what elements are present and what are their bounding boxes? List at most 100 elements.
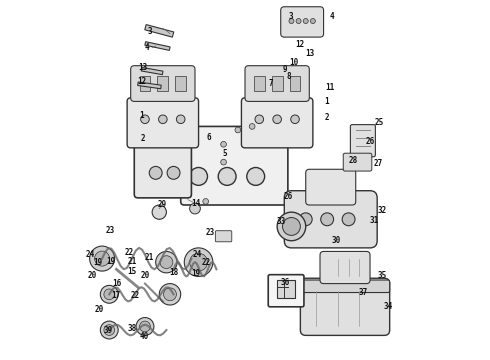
Text: 26: 26	[284, 192, 293, 201]
Text: 35: 35	[377, 271, 387, 280]
Circle shape	[299, 213, 312, 226]
FancyBboxPatch shape	[281, 7, 323, 37]
Bar	[138, 82, 161, 89]
Text: 14: 14	[191, 199, 200, 208]
Circle shape	[190, 253, 207, 271]
Text: 19: 19	[191, 269, 200, 278]
Bar	[272, 76, 283, 91]
Circle shape	[149, 166, 162, 179]
Text: 1: 1	[139, 111, 144, 120]
Text: 27: 27	[373, 159, 383, 168]
Text: 22: 22	[125, 248, 134, 257]
Circle shape	[104, 325, 115, 336]
Circle shape	[247, 167, 265, 185]
Text: 11: 11	[325, 83, 334, 92]
Bar	[141, 67, 163, 75]
FancyBboxPatch shape	[215, 231, 232, 242]
Text: 31: 31	[369, 216, 379, 225]
Text: 38: 38	[128, 324, 137, 333]
Text: 13: 13	[305, 49, 315, 58]
Circle shape	[160, 256, 173, 269]
Text: 19: 19	[93, 258, 102, 267]
Text: 32: 32	[377, 206, 387, 215]
Text: 4: 4	[145, 43, 149, 52]
FancyBboxPatch shape	[284, 191, 377, 248]
Circle shape	[289, 18, 294, 23]
Circle shape	[190, 203, 200, 214]
Text: 12: 12	[295, 40, 305, 49]
Circle shape	[291, 115, 299, 123]
Circle shape	[310, 18, 316, 23]
Text: 24: 24	[192, 250, 201, 259]
Polygon shape	[277, 280, 295, 298]
Circle shape	[249, 123, 255, 129]
Text: 25: 25	[375, 118, 384, 127]
Text: 13: 13	[139, 63, 148, 72]
Text: 30: 30	[331, 236, 341, 245]
Circle shape	[100, 321, 118, 339]
Text: 3: 3	[148, 27, 153, 36]
Circle shape	[100, 285, 118, 303]
FancyBboxPatch shape	[300, 280, 390, 293]
Text: 2: 2	[324, 113, 329, 122]
FancyBboxPatch shape	[350, 125, 375, 157]
FancyBboxPatch shape	[320, 251, 370, 284]
Text: 2: 2	[141, 134, 146, 143]
Text: 21: 21	[145, 253, 154, 262]
FancyBboxPatch shape	[134, 134, 192, 198]
Text: 20: 20	[95, 305, 104, 314]
Text: 39: 39	[104, 326, 113, 335]
Circle shape	[296, 18, 301, 23]
Circle shape	[90, 246, 115, 271]
Circle shape	[152, 205, 167, 219]
Circle shape	[203, 199, 209, 204]
Text: 22: 22	[130, 291, 140, 300]
Circle shape	[273, 115, 281, 123]
Text: 20: 20	[141, 271, 150, 280]
FancyBboxPatch shape	[343, 153, 372, 171]
Text: 10: 10	[289, 58, 298, 67]
Text: 5: 5	[222, 149, 226, 158]
Text: 1: 1	[324, 97, 329, 106]
FancyBboxPatch shape	[300, 278, 390, 336]
Circle shape	[159, 284, 181, 305]
Circle shape	[104, 289, 115, 300]
Circle shape	[277, 212, 306, 241]
Circle shape	[141, 115, 149, 123]
Circle shape	[159, 115, 167, 123]
Bar	[157, 76, 168, 91]
Bar	[145, 42, 170, 50]
Circle shape	[164, 288, 176, 301]
Bar	[140, 76, 150, 91]
Circle shape	[156, 251, 177, 273]
FancyBboxPatch shape	[242, 98, 313, 148]
Text: 8: 8	[286, 72, 291, 81]
Text: 20: 20	[88, 271, 97, 280]
FancyBboxPatch shape	[245, 66, 309, 102]
FancyBboxPatch shape	[306, 169, 356, 205]
FancyBboxPatch shape	[268, 275, 304, 307]
Circle shape	[342, 213, 355, 226]
Text: 23: 23	[205, 228, 215, 237]
Text: 33: 33	[277, 217, 286, 226]
Text: 37: 37	[359, 288, 368, 297]
Text: 4: 4	[329, 12, 334, 21]
Circle shape	[176, 115, 185, 123]
Text: 34: 34	[384, 302, 393, 311]
FancyBboxPatch shape	[127, 98, 198, 148]
FancyBboxPatch shape	[131, 66, 195, 102]
Text: 36: 36	[280, 278, 290, 287]
Circle shape	[140, 321, 150, 332]
Text: 3: 3	[288, 12, 293, 21]
Text: 19: 19	[106, 257, 116, 266]
Text: 17: 17	[111, 291, 121, 300]
Circle shape	[255, 115, 264, 123]
Text: 9: 9	[283, 66, 287, 75]
Circle shape	[303, 18, 308, 23]
Text: 6: 6	[206, 132, 211, 141]
Bar	[290, 76, 300, 91]
FancyBboxPatch shape	[181, 126, 288, 205]
Text: 28: 28	[348, 156, 358, 165]
Text: 26: 26	[366, 137, 375, 146]
Text: 24: 24	[86, 250, 95, 259]
